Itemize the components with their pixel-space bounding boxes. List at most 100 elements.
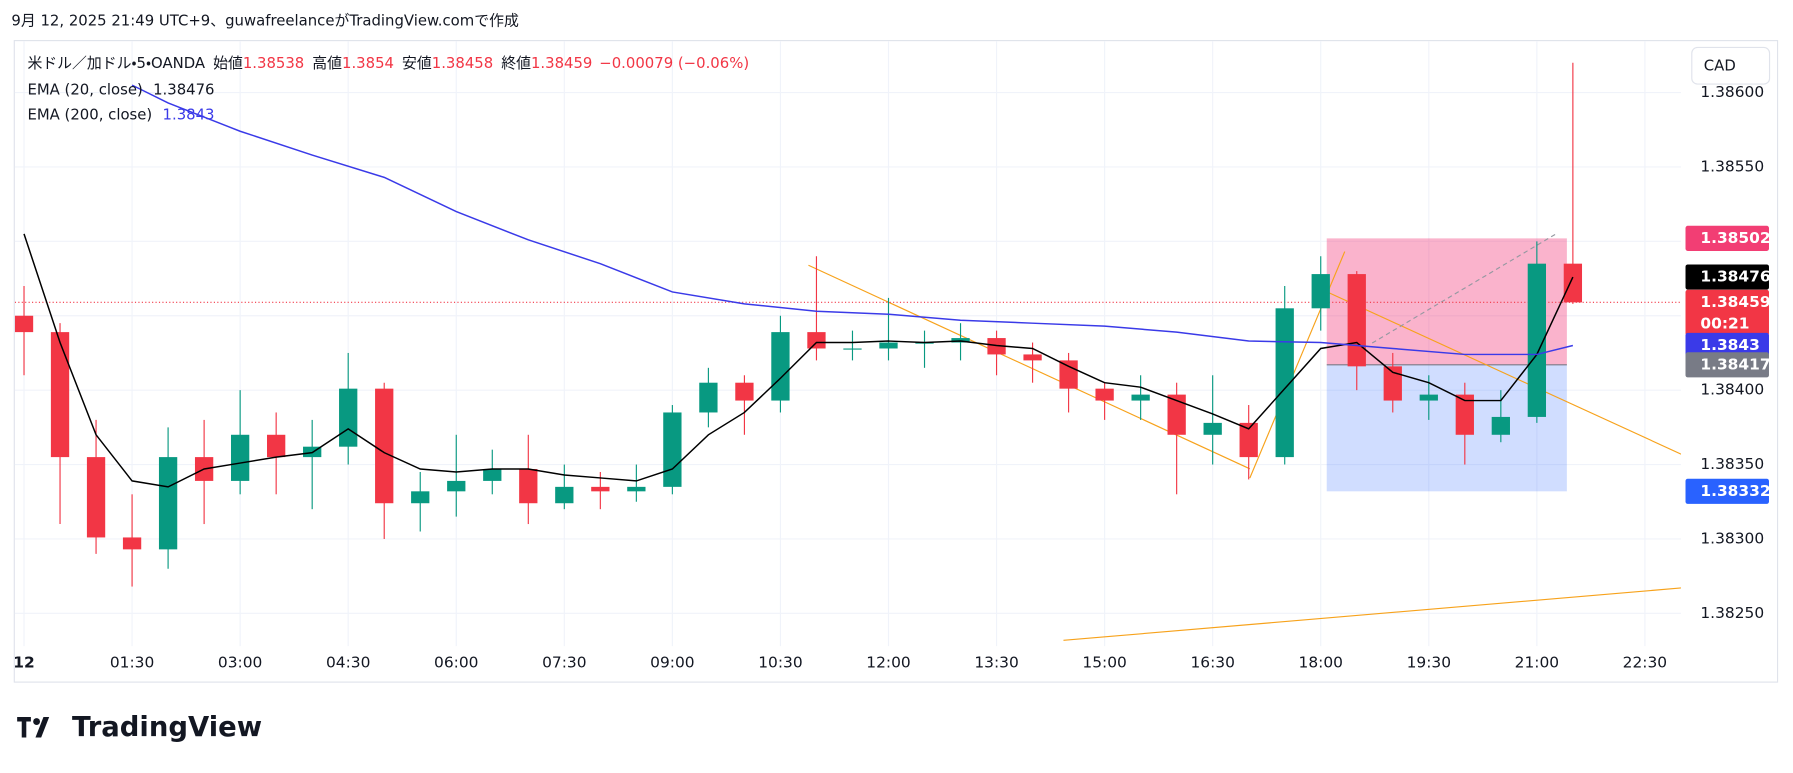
currency-button[interactable] [1691, 46, 1771, 85]
candle-body [375, 388, 394, 504]
candle-body [1275, 308, 1294, 458]
candle-body [1095, 388, 1114, 401]
y-tick-label: 1.38600 [1700, 83, 1764, 101]
y-tick-label: 1.38400 [1700, 381, 1764, 399]
currency[interactable]: CAD [1704, 56, 1736, 74]
logo-mark [17, 716, 31, 738]
ema-value: 1.3843 [163, 105, 215, 123]
x-tick-label: 16:30 [1190, 654, 1234, 672]
ohlc-label: 終値 [501, 54, 531, 72]
ohlc-value: 1.38538 [243, 54, 304, 72]
target-zone [1326, 238, 1567, 365]
trend-line [1063, 587, 1681, 641]
candle-body [1347, 274, 1366, 367]
legend-ema: EMA (20, close) 1.38476 [27, 80, 214, 98]
price-label-bg [1685, 332, 1769, 359]
x-tick-label: 19:30 [1407, 654, 1451, 672]
y-tick-label: 1.38350 [1700, 455, 1764, 473]
candle-body [447, 480, 466, 492]
logo: TradingView [17, 712, 262, 743]
candle-body [339, 388, 358, 447]
candle-body [627, 486, 646, 492]
candle-body [735, 382, 754, 401]
axes: 12 01:30 03:00 04:30 06:00 07:30 09:00 10:30 12:… [13, 83, 1770, 672]
price-label: 1.38459 [1700, 293, 1770, 311]
candle-body [1167, 394, 1186, 435]
candle-body [843, 348, 862, 350]
price-label: 1.38417 [1700, 355, 1770, 373]
x-tick-label: 10:30 [758, 654, 802, 672]
trend-line [1326, 291, 1681, 455]
candle-body [1419, 394, 1438, 401]
plot [14, 62, 1681, 587]
price-label: 1.38476 [1700, 268, 1770, 286]
candle-body [519, 469, 538, 504]
header: 9月 12, 2025 21:49 UTC+9、guwafreelanceがTr… [11, 12, 519, 30]
x-tick-label: 22:30 [1623, 654, 1667, 672]
ohlc-label: 安値 [402, 54, 432, 72]
grid [14, 41, 1681, 647]
x-tick-label: 03:00 [218, 654, 262, 672]
x-tick-label: 07:30 [542, 654, 586, 672]
candle-body [1383, 366, 1402, 401]
legend-ema: EMA (200, close) 1.3843 [27, 105, 214, 123]
price-label: 1.3843 [1700, 336, 1760, 354]
y-tick-label: 1.38250 [1700, 604, 1764, 622]
candle-body [483, 469, 502, 481]
candle-body [1563, 263, 1583, 303]
x-tick-label: 12 [13, 654, 34, 672]
trend-line [808, 264, 1251, 470]
logo-text: TradingView [72, 712, 262, 743]
ohlc-value: 1.38459 [531, 54, 592, 72]
candle-body [50, 332, 70, 458]
price-label-bg [1685, 478, 1769, 504]
candle-body [1059, 360, 1078, 389]
x-tick-label: 15:00 [1082, 654, 1126, 672]
candle-body [663, 412, 682, 487]
candle-body [1491, 416, 1510, 435]
symbol: 米ドル／加ドル・5・OANDA [27, 54, 205, 72]
x-tick-label: 21:00 [1515, 654, 1559, 672]
candle-body [555, 486, 574, 504]
candle-body [1239, 422, 1258, 458]
candle-body [1023, 354, 1042, 361]
change: −0.00079 (−0.06%) [599, 54, 749, 72]
candle-body [771, 332, 790, 401]
price-label: 1.38332 [1700, 482, 1770, 500]
price-label-bg [1685, 289, 1769, 336]
candle-body [267, 434, 286, 458]
chart-frame [13, 40, 1779, 683]
candle-body [591, 486, 610, 492]
price-label-bg [1685, 352, 1769, 378]
candle-body [230, 434, 250, 481]
candle-body [122, 537, 142, 550]
x-tick-label: 06:00 [434, 654, 478, 672]
candle-body [1131, 394, 1150, 401]
x-tick-label: 13:30 [974, 654, 1018, 672]
candle-body [807, 332, 826, 349]
ohlc: 始値1.38538 高値1.3854 安値1.38458 終値1.38459 [213, 54, 592, 72]
ohlc-value: 1.38458 [432, 54, 493, 72]
candle-body [1203, 422, 1222, 435]
stop-zone [1326, 364, 1567, 492]
legend-ohlc: 米ドル／加ドル・5・OANDA 始値1.38538 高値1.3854 安値1.3845… [27, 54, 749, 72]
ema-name: EMA (200, close) [27, 105, 152, 123]
position-tool [1326, 238, 1567, 492]
price-label-bg [1685, 225, 1769, 251]
candle-body [699, 382, 718, 413]
logo-mark [35, 716, 50, 738]
ema-line [131, 84, 1574, 356]
candle-body [1527, 263, 1547, 417]
y-tick-label: 1.38550 [1700, 157, 1764, 175]
price-label-bg [1685, 264, 1769, 290]
x-tick-label: 04:30 [326, 654, 370, 672]
price-label: 1.38502 [1700, 229, 1770, 247]
ohlc-label: 始値 [213, 54, 243, 72]
candle-body [158, 457, 178, 550]
countdown: 00:21 [1700, 315, 1749, 333]
x-tick-label: 01:30 [110, 654, 154, 672]
x-tick-label: 12:00 [866, 654, 910, 672]
